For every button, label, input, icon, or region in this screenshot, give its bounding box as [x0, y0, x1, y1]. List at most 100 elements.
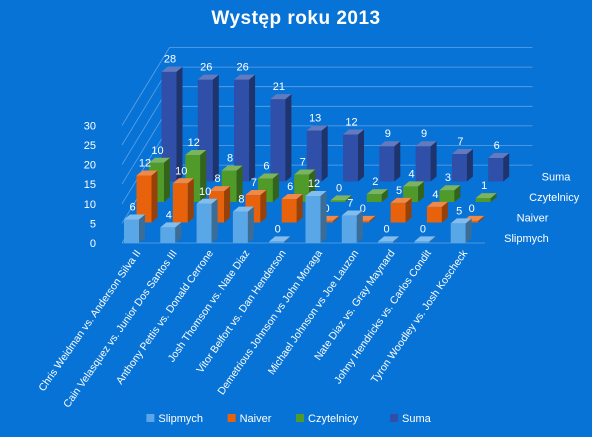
data-label: 21	[273, 81, 285, 93]
bar-top-face	[124, 214, 145, 220]
bar-front-face	[160, 227, 176, 243]
data-label: 6	[494, 140, 500, 152]
bar-side-face	[164, 157, 170, 202]
bar-front-face	[161, 71, 177, 182]
series-depth-label-naiver: Naiver	[517, 212, 549, 224]
bar-front-face	[415, 146, 431, 182]
bar-top-face	[185, 149, 207, 155]
bar-front-face	[281, 198, 297, 223]
bar-front-face	[426, 206, 442, 223]
bar-front-face	[270, 99, 286, 182]
bar-slipmych[interactable]: 0	[378, 223, 400, 243]
bar-suma[interactable]: 7	[451, 136, 473, 182]
bar-naiver[interactable]: 5	[390, 185, 412, 223]
bar-side-face	[321, 125, 328, 182]
legend-swatch	[146, 414, 155, 422]
legend-swatch	[390, 414, 398, 422]
bar-front-face	[414, 241, 430, 243]
bar-side-face	[187, 178, 194, 223]
bar-top-face	[232, 206, 254, 212]
bar-suma[interactable]: 28	[161, 54, 183, 182]
bar-naiver[interactable]: 12	[136, 157, 158, 223]
bar-top-face	[366, 189, 388, 195]
bar-czytelnicy[interactable]: 2	[366, 176, 388, 202]
bar-side-face	[503, 152, 510, 182]
bar-czytelnicy[interactable]: 0	[330, 182, 352, 202]
bar-slipmych[interactable]: 10	[196, 186, 218, 243]
data-label: 0	[469, 203, 475, 215]
bar-suma[interactable]: 12	[343, 116, 364, 182]
data-label: 1	[481, 180, 487, 192]
bar-front-face	[124, 219, 139, 243]
bar-front-face	[305, 195, 321, 243]
bar-top-face	[306, 125, 328, 131]
bar-czytelnicy[interactable]: 3	[439, 172, 461, 202]
bar-side-face	[405, 197, 412, 223]
bar-suma[interactable]: 9	[379, 128, 401, 182]
legend-item-czytelnicy: Czytelnicy	[296, 413, 359, 425]
bar-naiver[interactable]: 4	[426, 189, 448, 223]
bar-slipmych[interactable]: 0	[414, 223, 436, 243]
bar-naiver[interactable]: 6	[281, 181, 303, 223]
bar-slipmych[interactable]: 0	[269, 223, 291, 243]
legend-item-slipmych: Slipmych	[146, 413, 203, 425]
bar-top-face	[161, 66, 183, 72]
bar-side-face	[429, 236, 436, 243]
series-depth-label-suma: Suma	[542, 171, 572, 183]
data-label: 9	[385, 128, 391, 140]
bar-suma[interactable]: 13	[306, 113, 328, 182]
legend-label: Naiver	[240, 413, 272, 425]
bar-slipmych[interactable]: 6	[124, 201, 145, 243]
bar-side-face	[369, 215, 376, 223]
data-label: 6	[263, 160, 269, 172]
bar-side-face	[490, 193, 497, 202]
bar-top-face	[330, 195, 352, 201]
y-tick-label: 30	[84, 120, 96, 132]
bar-suma[interactable]: 6	[488, 140, 510, 182]
bar-side-face	[441, 201, 448, 223]
bar-naiver[interactable]: 10	[172, 165, 194, 223]
legend-label: Suma	[402, 413, 432, 425]
bar-front-face	[341, 215, 357, 243]
data-label: 10	[151, 145, 163, 157]
bar-slipmych[interactable]: 8	[232, 194, 254, 243]
bar-suma[interactable]: 9	[415, 128, 437, 182]
data-label: 10	[199, 186, 211, 198]
bar-suma[interactable]: 26	[234, 62, 256, 182]
bar-side-face	[430, 141, 437, 182]
bar-side-face	[394, 141, 401, 182]
bar-top-face	[245, 190, 267, 196]
bar-slipmych[interactable]: 4	[160, 209, 182, 243]
y-tick-label: 10	[84, 199, 96, 211]
bar-top-face	[426, 201, 448, 207]
y-tick-label: 25	[84, 140, 96, 152]
bar-side-face	[333, 215, 339, 223]
bar-top-face	[439, 185, 461, 191]
bar-front-face	[343, 134, 358, 182]
data-label: 4	[166, 209, 172, 221]
data-label: 9	[421, 128, 427, 140]
legend-swatch	[227, 414, 236, 422]
bar-top-face	[196, 198, 218, 204]
bar-czytelnicy[interactable]: 1	[475, 180, 497, 202]
bar-slipmych[interactable]: 5	[450, 205, 472, 243]
chart-title: Występ roku 2013	[211, 8, 381, 29]
bar-top-face	[221, 165, 243, 171]
bar-side-face	[465, 218, 472, 243]
bar-side-face	[296, 193, 303, 223]
series-depth-label-czytelnicy: Czytelnicy	[529, 192, 580, 204]
series-depth-label-slipmych: Slipmych	[504, 233, 549, 245]
bar-slipmych[interactable]: 7	[341, 198, 363, 243]
bar-top-face	[136, 170, 158, 176]
data-label: 7	[251, 177, 257, 189]
bar-front-face	[451, 154, 467, 182]
bar-suma[interactable]: 21	[270, 81, 292, 182]
bar-slipmych[interactable]: 12	[305, 178, 327, 243]
bar-side-face	[151, 170, 158, 223]
bar-front-face	[269, 241, 285, 243]
bar-front-face	[234, 79, 250, 182]
data-label: 12	[188, 137, 200, 149]
bar-top-face	[475, 193, 497, 199]
data-label: 0	[360, 203, 366, 215]
